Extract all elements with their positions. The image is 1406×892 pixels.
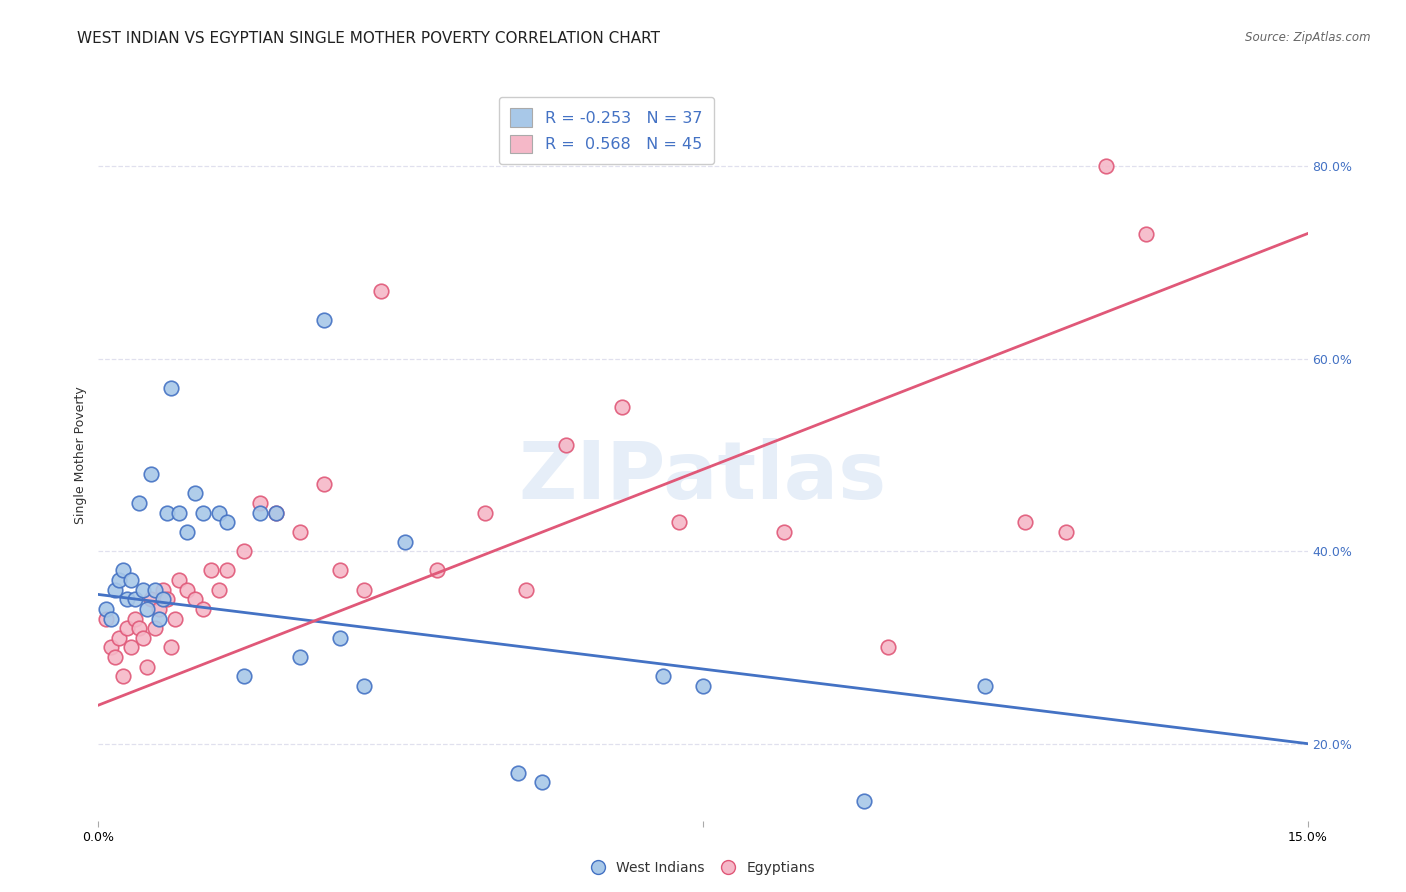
Point xyxy=(193,602,215,616)
Point xyxy=(692,679,714,693)
Point xyxy=(184,486,207,500)
Point xyxy=(160,380,183,394)
Point xyxy=(132,582,155,597)
Point xyxy=(139,467,162,482)
Point xyxy=(974,679,997,693)
Point xyxy=(96,602,118,616)
Point xyxy=(120,573,142,587)
Point xyxy=(426,563,449,577)
Legend: West Indians, Egyptians: West Indians, Egyptians xyxy=(585,855,821,880)
Point xyxy=(288,524,311,539)
Point xyxy=(156,506,179,520)
Text: WEST INDIAN VS EGYPTIAN SINGLE MOTHER POVERTY CORRELATION CHART: WEST INDIAN VS EGYPTIAN SINGLE MOTHER PO… xyxy=(77,31,661,46)
Point xyxy=(163,611,186,625)
Point xyxy=(176,582,198,597)
Legend: R = -0.253   N = 37, R =  0.568   N = 45: R = -0.253 N = 37, R = 0.568 N = 45 xyxy=(499,97,714,164)
Point xyxy=(474,506,496,520)
Point xyxy=(107,631,129,645)
Point xyxy=(100,611,122,625)
Point xyxy=(167,506,190,520)
Point xyxy=(167,573,190,587)
Point xyxy=(1014,516,1036,530)
Point xyxy=(264,506,287,520)
Text: Source: ZipAtlas.com: Source: ZipAtlas.com xyxy=(1246,31,1371,45)
Point xyxy=(160,640,183,655)
Point xyxy=(148,602,170,616)
Point xyxy=(394,534,416,549)
Point xyxy=(128,496,150,510)
Point xyxy=(651,669,673,683)
Point xyxy=(120,640,142,655)
Point xyxy=(135,602,157,616)
Point xyxy=(96,611,118,625)
Point xyxy=(111,563,134,577)
Point xyxy=(217,516,239,530)
Point xyxy=(506,765,529,780)
Point xyxy=(329,563,352,577)
Point xyxy=(1135,227,1157,241)
Point xyxy=(156,592,179,607)
Point xyxy=(353,679,375,693)
Point xyxy=(115,592,138,607)
Point xyxy=(103,582,125,597)
Point xyxy=(128,621,150,635)
Point xyxy=(139,592,162,607)
Point xyxy=(288,650,311,665)
Point xyxy=(370,285,392,299)
Point xyxy=(184,592,207,607)
Point xyxy=(208,506,231,520)
Point xyxy=(200,563,222,577)
Point xyxy=(1095,159,1118,173)
Point xyxy=(232,669,254,683)
Point xyxy=(1054,524,1077,539)
Point xyxy=(111,669,134,683)
Point xyxy=(555,438,578,452)
Point xyxy=(612,400,634,414)
Point xyxy=(143,582,166,597)
Point xyxy=(515,582,537,597)
Text: ZIPatlas: ZIPatlas xyxy=(519,438,887,516)
Point xyxy=(100,640,122,655)
Point xyxy=(353,582,375,597)
Point xyxy=(124,592,146,607)
Point xyxy=(314,476,336,491)
Point xyxy=(249,506,271,520)
Point xyxy=(217,563,239,577)
Y-axis label: Single Mother Poverty: Single Mother Poverty xyxy=(75,386,87,524)
Point xyxy=(124,611,146,625)
Point xyxy=(152,582,174,597)
Point xyxy=(264,506,287,520)
Point xyxy=(103,650,125,665)
Point xyxy=(668,516,690,530)
Point xyxy=(135,659,157,673)
Point xyxy=(132,631,155,645)
Point xyxy=(853,794,876,808)
Point xyxy=(176,524,198,539)
Point xyxy=(249,496,271,510)
Point xyxy=(314,313,336,327)
Point xyxy=(329,631,352,645)
Point xyxy=(148,611,170,625)
Point xyxy=(193,506,215,520)
Point xyxy=(143,621,166,635)
Point xyxy=(530,775,553,789)
Point xyxy=(107,573,129,587)
Point xyxy=(208,582,231,597)
Point xyxy=(877,640,900,655)
Point xyxy=(232,544,254,558)
Point xyxy=(152,592,174,607)
Point xyxy=(772,524,794,539)
Point xyxy=(115,621,138,635)
